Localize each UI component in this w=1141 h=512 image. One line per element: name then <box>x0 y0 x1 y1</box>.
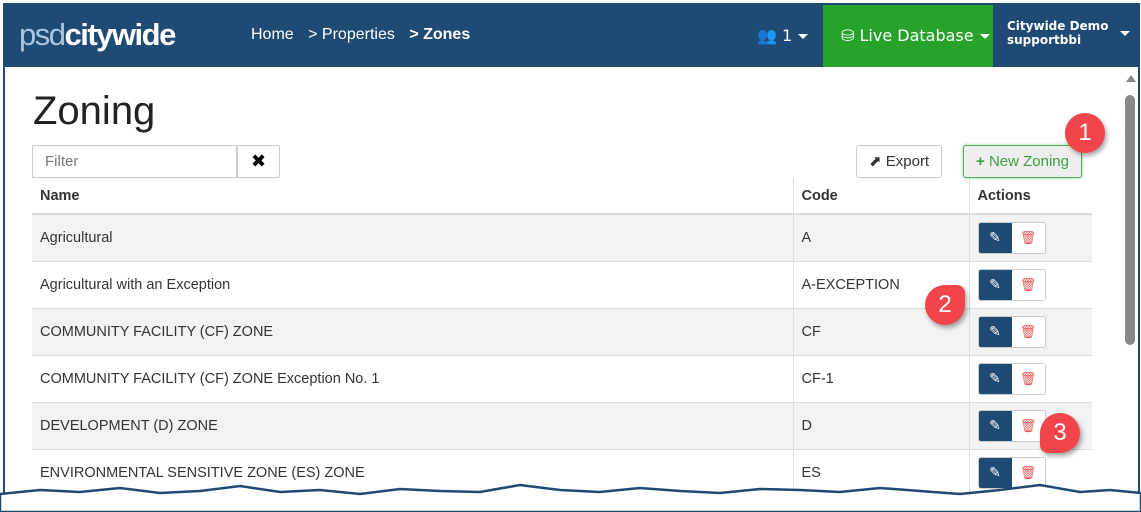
app-window: psdcitywide Home > Properties > Zones 👥 … <box>3 3 1140 508</box>
pencil-icon: ✎ <box>989 323 1001 339</box>
caret-down-icon <box>1120 30 1131 36</box>
zone-name: COMMUNITY FACILITY (CF) ZONE <box>32 307 793 355</box>
table-row: Agricultural A ✎ 🗑 <box>32 213 1092 261</box>
zone-name: ENVIRONMENTAL SENSITIVE ZONE (ES) ZONE <box>32 448 793 496</box>
close-icon: ✖ <box>250 151 267 172</box>
logo[interactable]: psdcitywide <box>19 17 176 52</box>
row-actions: ✎ 🗑 <box>968 448 1092 496</box>
account-dropdown[interactable]: Citywide Demo supportbbi <box>1007 19 1131 47</box>
edit-button[interactable]: ✎ <box>978 457 1012 488</box>
column-header-code[interactable]: Code <box>792 178 969 215</box>
zone-name: Agricultural with an Exception <box>32 260 793 308</box>
delete-button[interactable]: 🗑 <box>1011 410 1045 441</box>
edit-button[interactable]: ✎ <box>978 222 1012 253</box>
scrollbar[interactable] <box>1122 67 1138 508</box>
table-row: COMMUNITY FACILITY (CF) ZONE CF ✎ 🗑 <box>32 307 1092 355</box>
new-zoning-button[interactable]: + New Zoning <box>963 145 1082 178</box>
clear-filter-button[interactable]: ✖ <box>237 145 280 178</box>
zone-code: D <box>792 401 969 449</box>
row-actions: ✎ 🗑 <box>968 307 1092 355</box>
pencil-icon: ✎ <box>989 464 1001 481</box>
trash-icon: 🗑 <box>1019 417 1037 433</box>
edit-button[interactable]: ✎ <box>978 316 1012 347</box>
caret-down-icon <box>798 34 809 39</box>
trash-icon: 🗑 <box>1019 229 1037 245</box>
zone-name: Agricultural <box>32 213 793 261</box>
row-actions: ✎ 🗑 <box>968 354 1092 402</box>
row-actions: ✎ 🗑 <box>968 213 1092 261</box>
trash-icon: 🗑 <box>1019 464 1037 480</box>
pencil-icon: ✎ <box>989 417 1001 433</box>
page-title: Zoning <box>33 89 156 133</box>
column-header-name[interactable]: Name <box>32 178 793 215</box>
table-row: Agricultural with an Exception A-EXCEPTI… <box>32 260 1092 308</box>
zone-code: CF-1 <box>792 354 969 402</box>
top-navbar: psdcitywide Home > Properties > Zones 👥 … <box>5 5 1138 67</box>
users-icon: 👥 <box>757 26 777 45</box>
database-icon: ⛁ <box>841 26 855 45</box>
delete-button[interactable]: 🗑 <box>1011 363 1045 394</box>
zone-name: DEVELOPMENT (D) ZONE <box>32 401 793 449</box>
caret-down-icon <box>979 34 990 39</box>
pencil-icon: ✎ <box>989 276 1001 292</box>
edit-button[interactable]: ✎ <box>978 363 1012 394</box>
plus-icon: + <box>976 153 985 170</box>
breadcrumb-home[interactable]: Home <box>251 26 294 43</box>
edit-button[interactable]: ✎ <box>978 269 1012 300</box>
pencil-icon: ✎ <box>989 229 1001 246</box>
zone-name: COMMUNITY FACILITY (CF) ZONE Exception N… <box>32 354 793 402</box>
breadcrumb-zones: > Zones <box>409 26 471 43</box>
pencil-icon: ✎ <box>989 370 1001 386</box>
database-dropdown[interactable]: ⛁ Live Database <box>823 5 993 67</box>
delete-button[interactable]: 🗑 <box>1011 457 1045 488</box>
callout-3: 3 <box>1040 413 1080 453</box>
scroll-up-icon[interactable] <box>1126 75 1136 82</box>
zoning-table: Name Code Actions Agricultural A ✎ 🗑 Agric… <box>32 178 1092 496</box>
table-row: DEVELOPMENT (D) ZONE D ✎ 🗑 <box>32 401 1092 449</box>
trash-icon: 🗑 <box>1019 370 1037 386</box>
torn-edge <box>0 483 1141 512</box>
export-icon: ⬈ <box>869 153 882 170</box>
callout-1: 1 <box>1065 113 1105 153</box>
scrollbar-thumb[interactable] <box>1125 95 1135 345</box>
row-actions: ✎ 🗑 <box>968 260 1092 308</box>
breadcrumb: Home > Properties > Zones <box>251 26 470 44</box>
users-dropdown[interactable]: 👥 1 <box>757 26 809 45</box>
delete-button[interactable]: 🗑 <box>1011 269 1045 300</box>
delete-button[interactable]: 🗑 <box>1011 316 1045 347</box>
column-header-actions: Actions <box>968 178 1092 215</box>
zone-code: A <box>792 213 969 261</box>
delete-button[interactable]: 🗑 <box>1011 222 1045 253</box>
callout-2: 2 <box>925 285 965 325</box>
trash-icon: 🗑 <box>1019 276 1037 292</box>
edit-button[interactable]: ✎ <box>978 410 1012 441</box>
export-button[interactable]: ⬈ Export <box>856 145 943 178</box>
table-row: COMMUNITY FACILITY (CF) ZONE Exception N… <box>32 354 1092 402</box>
table-row: ENVIRONMENTAL SENSITIVE ZONE (ES) ZONE E… <box>32 448 1092 496</box>
breadcrumb-properties[interactable]: > Properties <box>308 26 395 43</box>
filter-input[interactable] <box>32 145 237 178</box>
trash-icon: 🗑 <box>1019 323 1037 339</box>
